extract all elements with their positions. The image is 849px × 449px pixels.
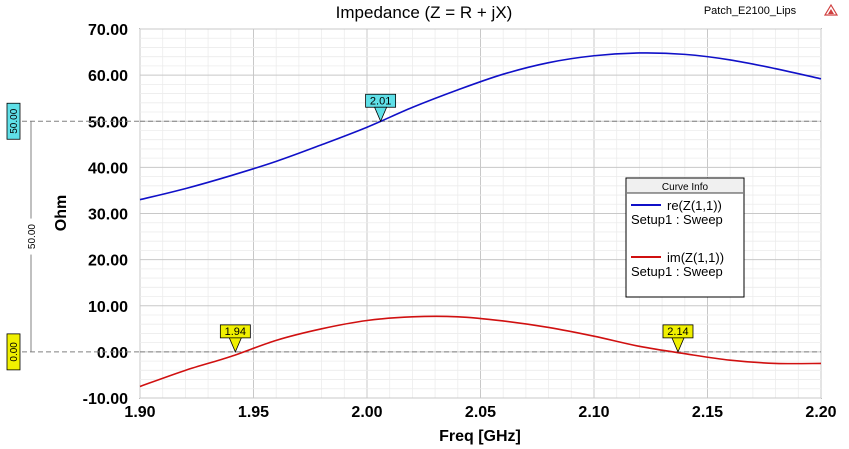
x-tick-label: 2.10	[578, 404, 609, 421]
project-label: Patch_E2100_Lips	[704, 5, 797, 17]
legend-subtitle-re: Setup1 : Sweep	[631, 212, 723, 227]
side-value-label-0: 50.00	[9, 108, 20, 133]
side-value-label-1: 0.00	[9, 342, 20, 362]
marker-pointer	[228, 337, 242, 353]
marker-2: 2.14	[662, 324, 694, 353]
marker-label: 2.01	[370, 95, 391, 107]
legend-title: Curve Info	[662, 182, 709, 193]
legend-header	[627, 179, 743, 193]
marker-0: 2.01	[365, 93, 397, 123]
series-line-0	[139, 52, 822, 201]
y-tick-label: 0.00	[97, 345, 128, 362]
y-tick-label: 30.00	[88, 207, 128, 224]
side-annotations: 50.00 0.00 50.00	[6, 102, 140, 371]
x-tick-label: 2.00	[351, 404, 382, 421]
y-tick-label: 20.00	[88, 253, 128, 270]
y-tick-label: 40.00	[88, 160, 128, 177]
markers: 2.01 1.94 2.14	[219, 93, 694, 353]
curve-info-legend[interactable]: Curve Info re(Z(1,1)) Setup1 : Sweep im(…	[625, 177, 745, 298]
x-tick-label: 2.15	[692, 404, 723, 421]
marker-pointer	[374, 106, 388, 123]
marker-pointer	[671, 337, 685, 353]
side-value-box-1	[6, 333, 21, 371]
reference-lines	[140, 120, 821, 353]
y-tick-label: 50.00	[88, 114, 128, 131]
hfss-logo	[823, 3, 839, 16]
y-tick-label: 60.00	[88, 68, 128, 85]
y-tick-label: -10.00	[83, 391, 128, 408]
y-tick-label: 10.00	[88, 299, 128, 316]
y-axis-label: Ohm	[53, 195, 70, 231]
x-axis-label: Freq [GHz]	[439, 428, 521, 445]
legend-entry-im: im(Z(1,1))	[667, 250, 724, 265]
x-tick-label: 1.95	[238, 404, 269, 421]
marker-label: 1.94	[225, 326, 246, 338]
tick-labels: 70.00 60.00 50.00 40.00 30.00 20.00 10.00 0.00 -…	[83, 22, 837, 421]
x-tick-label: 2.20	[805, 404, 836, 421]
span-label: 50.00	[27, 224, 38, 249]
legend-box	[625, 177, 745, 298]
span-label-bg	[24, 218, 38, 255]
legend-entry-re: re(Z(1,1))	[667, 198, 722, 213]
series-group	[139, 52, 822, 388]
chart-title: Impedance (Z = R + jX)	[336, 3, 513, 22]
x-tick-label: 1.90	[124, 404, 155, 421]
series-line-1	[139, 315, 822, 388]
legend-subtitle-im: Setup1 : Sweep	[631, 264, 723, 279]
marker-1: 1.94	[219, 324, 251, 353]
x-tick-label: 2.05	[465, 404, 496, 421]
side-value-box-0	[6, 102, 21, 140]
marker-label: 2.14	[667, 326, 688, 338]
y-tick-label: 70.00	[88, 22, 128, 39]
